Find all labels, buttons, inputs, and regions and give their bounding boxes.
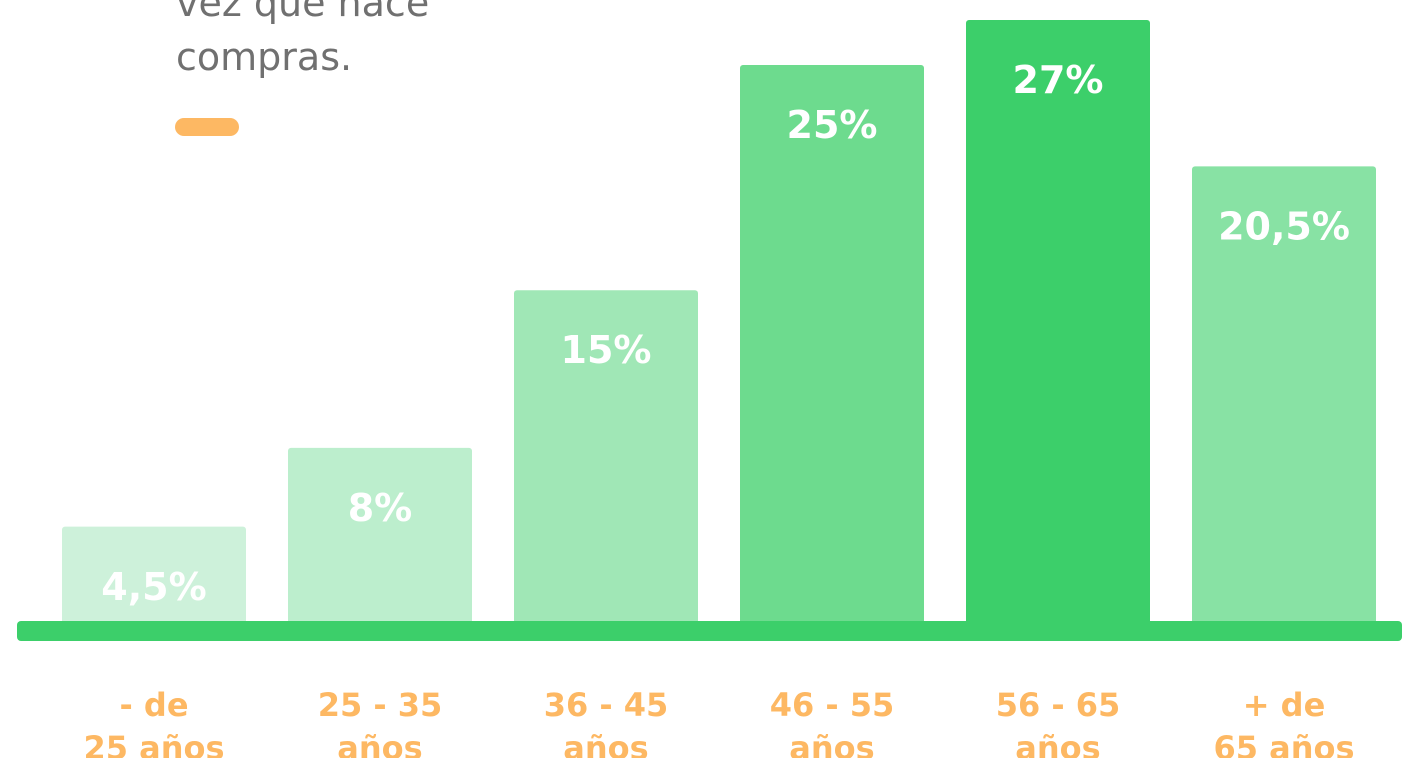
bar-value-label-5: 27% (1013, 58, 1104, 102)
chart-baseline (17, 621, 1402, 641)
category-label-line: años (789, 729, 874, 758)
category-label-line: 46 - 55 (770, 686, 895, 724)
category-label-line: años (337, 729, 422, 758)
value-labels-layer: 4,5% 8% 15% 25% 27% 20,5% (101, 58, 1350, 609)
bar-4 (740, 65, 924, 632)
bar-value-label-1: 4,5% (101, 565, 206, 609)
category-label-2: 25 - 35 años (318, 686, 443, 758)
category-label-3: 36 - 45 años (544, 686, 669, 758)
category-label-1: - de 25 años (83, 686, 224, 758)
bar-2 (288, 447, 472, 632)
accent-line (175, 118, 239, 136)
bar-value-label-3: 15% (561, 328, 652, 372)
category-label-line: 65 años (1213, 729, 1354, 758)
bar-6 (1192, 166, 1376, 633)
category-label-line: años (1015, 729, 1100, 758)
bar-value-label-4: 25% (787, 103, 878, 147)
bar-5 (966, 20, 1150, 632)
category-label-line: 25 - 35 (318, 686, 443, 724)
category-label-line: años (563, 729, 648, 758)
heading-line-1: vez que hace (176, 0, 430, 25)
category-label-line: + de (1243, 686, 1326, 724)
category-label-line: 36 - 45 (544, 686, 669, 724)
category-label-line: 56 - 65 (996, 686, 1121, 724)
category-label-5: 56 - 65 años (996, 686, 1121, 758)
bar-1 (62, 526, 246, 632)
bar-value-label-6: 20,5% (1218, 204, 1350, 248)
bar-3 (514, 290, 698, 632)
category-label-6: + de 65 años (1213, 686, 1354, 758)
page-heading: vez que hace compras. (176, 0, 736, 84)
heading-line-2: compras. (176, 35, 353, 79)
bar-value-label-2: 8% (348, 486, 413, 530)
bars-layer (62, 20, 1376, 633)
category-label-line: 25 años (83, 729, 224, 758)
category-label-4: 46 - 55 años (770, 686, 895, 758)
category-label-line: - de (119, 686, 188, 724)
